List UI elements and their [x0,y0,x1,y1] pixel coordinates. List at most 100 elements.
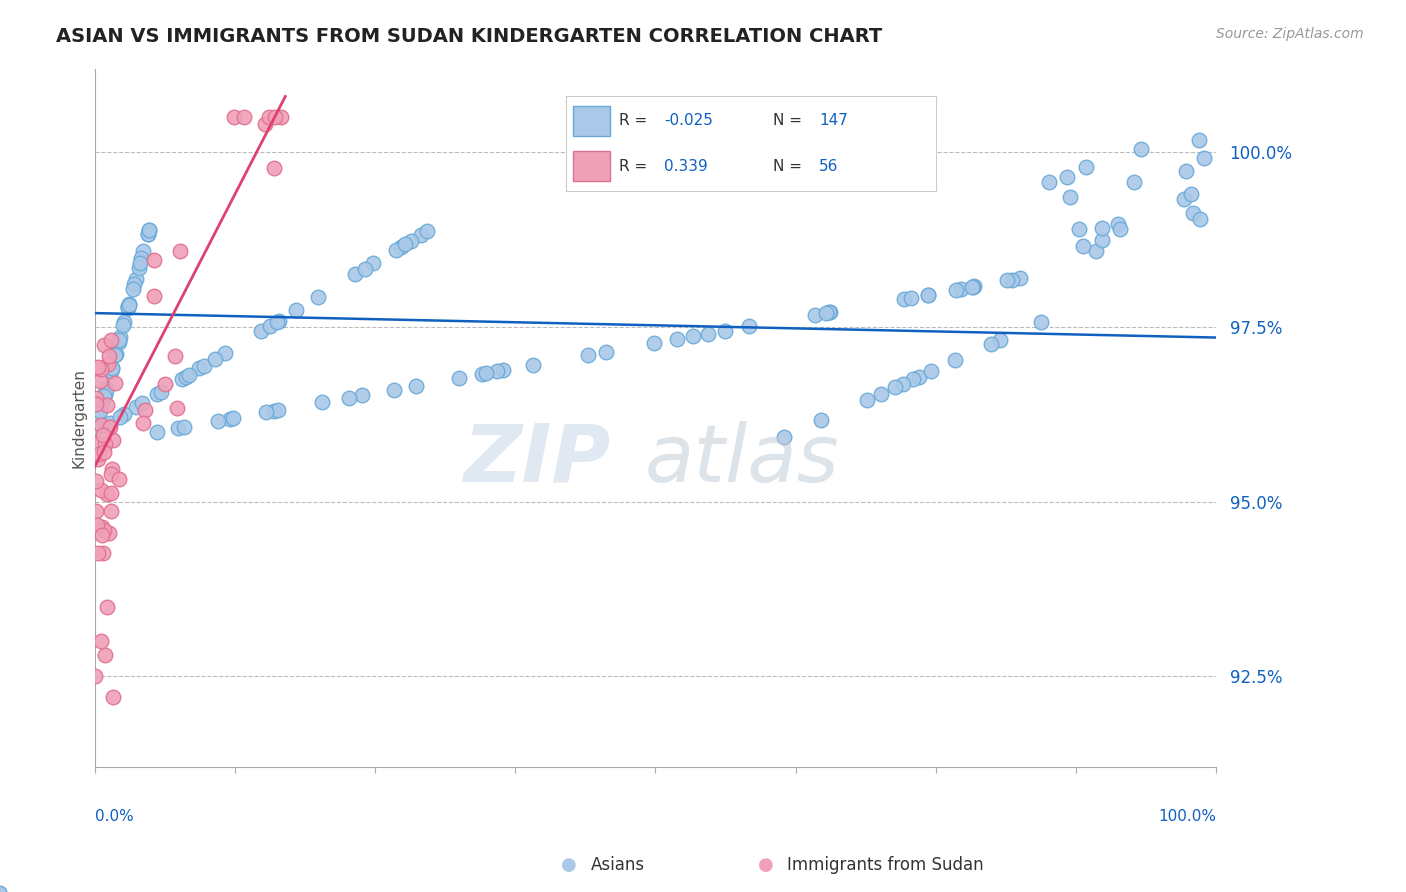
Point [943,353,966,368]
Point [153,377,176,392]
Point [917,287,939,301]
Point [129,252,152,266]
Point [104,348,127,362]
Point [84,474,107,488]
Point [84,504,107,518]
Point [311,395,333,409]
Point [643,336,665,351]
Point [84,397,107,411]
Point [93,437,115,451]
Point [595,344,617,359]
Point [284,303,307,318]
Point [1056,170,1078,185]
Point [91,396,114,410]
Point [84,391,107,405]
Point [962,279,984,293]
Point [136,227,159,241]
Point [98,526,121,541]
Point [254,405,277,419]
Point [100,420,122,434]
Point [384,243,406,257]
Point [138,222,160,236]
Point [522,358,544,372]
Point [90,483,112,497]
Point [1031,315,1053,329]
Point [394,237,416,252]
Point [166,421,188,435]
Point [222,111,245,125]
Point [492,363,515,377]
Point [1180,186,1202,201]
Point [714,324,737,338]
Point [1091,221,1114,235]
Point [108,472,131,486]
Point [917,287,939,301]
Point [990,333,1012,347]
Point [91,392,114,407]
Point [339,391,361,405]
Point [1069,221,1091,235]
Point [1008,271,1031,285]
Point [1173,192,1195,206]
Point [174,369,197,384]
Point [415,224,437,238]
Point [1188,133,1211,147]
Point [96,487,118,501]
Point [884,380,907,394]
Point [90,520,112,534]
Point [682,329,704,343]
Point [96,599,118,614]
Point [399,234,422,248]
Point [449,371,471,385]
Point [93,648,115,663]
Point [87,545,110,559]
Point [136,227,159,241]
Point [169,244,191,259]
Point [128,261,150,276]
Point [908,369,931,384]
Point [810,413,832,427]
Point [93,389,115,403]
Point [129,256,152,270]
Text: Asians: Asians [591,856,644,874]
Point [87,411,110,425]
Point [93,338,115,352]
Point [804,308,827,322]
Point [995,273,1018,287]
Point [363,256,385,270]
Point [1192,151,1215,165]
Point [87,359,110,374]
Point [267,403,290,417]
Point [266,314,288,328]
Point [117,300,139,314]
Text: Source: ZipAtlas.com: Source: ZipAtlas.com [1216,27,1364,41]
Point [132,244,155,259]
Point [132,417,155,431]
Point [250,324,273,338]
Point [89,404,111,418]
Point [107,334,129,349]
Point [1071,239,1094,253]
Point [91,392,114,407]
Point [471,367,494,381]
Point [104,376,127,390]
Point [97,357,120,371]
Point [86,437,108,451]
Point [170,372,193,386]
Point [100,361,122,376]
Point [94,386,117,401]
Point [103,434,125,448]
Point [267,314,290,328]
Point [143,252,166,267]
Point [96,398,118,412]
Point [869,386,891,401]
Point [90,634,112,648]
Point [112,318,135,332]
Point [307,290,329,304]
Point [104,347,127,361]
Point [486,364,509,378]
Point [100,486,122,500]
Point [384,383,406,397]
Point [818,305,841,319]
Point [389,240,412,254]
